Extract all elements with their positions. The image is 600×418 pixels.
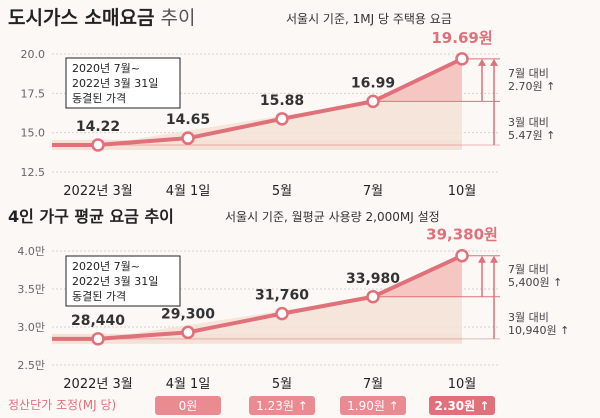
settlement-label: 정산단가 조정(MJ 당) bbox=[8, 398, 116, 412]
data-label: 19.69원 bbox=[431, 29, 492, 47]
data-point bbox=[181, 325, 195, 340]
note-line: 2020년 7월~ bbox=[72, 260, 140, 273]
data-point bbox=[181, 131, 195, 145]
x-tick-label: 4월 1일 bbox=[166, 377, 211, 392]
chart-subtitle: 서울시 기준, 월평균 사용량 2,000MJ 설정 bbox=[225, 210, 440, 224]
data-point bbox=[455, 248, 469, 263]
y-tick-label: 4.0만 bbox=[17, 245, 45, 258]
y-tick-label: 12.5 bbox=[21, 166, 46, 179]
data-point bbox=[275, 306, 289, 321]
y-tick-label: 15.0 bbox=[21, 127, 46, 140]
increase-area-from-march bbox=[98, 255, 462, 339]
chart-title: 4인 가구 평균 요금 추이 bbox=[8, 207, 174, 226]
note-line: 2022년 3월 31일 bbox=[72, 76, 158, 90]
y-tick-label: 2.5만 bbox=[17, 359, 45, 372]
data-label: 31,760 bbox=[255, 288, 309, 304]
annotation-march: 3월 대비 bbox=[508, 311, 549, 324]
x-tick-label: 2022년 3월 bbox=[63, 377, 132, 392]
settlement-badge bbox=[249, 396, 315, 415]
data-label: 29,300 bbox=[161, 306, 215, 322]
data-point bbox=[91, 332, 105, 346]
settlement-badge-label: 0원 bbox=[179, 399, 198, 413]
data-label: 14.65 bbox=[166, 112, 210, 128]
x-tick-label: 5월 bbox=[272, 184, 292, 199]
arrow-from-july-head bbox=[478, 255, 486, 263]
arrow-from-march-head bbox=[490, 255, 498, 263]
x-tick-label: 10월 bbox=[448, 377, 477, 392]
settlement-badge bbox=[155, 396, 221, 415]
data-label: 33,980 bbox=[346, 271, 400, 287]
increase-area-from-march bbox=[98, 58, 462, 145]
series-line bbox=[52, 57, 463, 147]
note-line: 2022년 3월 31일 bbox=[72, 274, 158, 288]
data-point bbox=[366, 94, 380, 109]
x-tick-label: 4월 1일 bbox=[166, 184, 211, 199]
chart-retail-rate: 도시가스 소매요금 추이 서울시 기준, 1MJ 당 주택용 요금 12.5 15.0… bbox=[8, 7, 555, 199]
annotation-march: 3월 대비 bbox=[508, 116, 549, 129]
annotation-march: 10,940원 ↑ bbox=[508, 324, 569, 337]
settlement-badge bbox=[429, 396, 495, 415]
annotation-march: 5.47원 ↑ bbox=[508, 129, 555, 142]
chart-household-bill: 4인 가구 평균 요금 추이 서울시 기준, 월평균 사용량 2,000MJ 설정… bbox=[8, 207, 569, 392]
settlement-badge-label: 1.90원 ↑ bbox=[347, 399, 399, 413]
data-point bbox=[275, 112, 289, 126]
annotation-july: 5,400원 ↑ bbox=[508, 276, 562, 289]
x-tick-label: 5월 bbox=[272, 377, 292, 392]
annotation-july: 7월 대비 bbox=[508, 263, 549, 276]
y-tick-label: 3.5만 bbox=[17, 283, 45, 296]
note-line: 2020년 7월~ bbox=[72, 62, 140, 75]
settlement-row: 정산단가 조정(MJ 당) 0원 1.23원 ↑ 1.90원 ↑ 2.30원 ↑ bbox=[8, 396, 495, 415]
arrow-from-march-head bbox=[490, 58, 498, 66]
annotation-july: 7월 대비 bbox=[508, 67, 549, 80]
data-label: 28,440 bbox=[71, 313, 125, 329]
note-box bbox=[65, 255, 181, 307]
settlement-badge bbox=[340, 396, 406, 415]
note-line: 동결된 가격 bbox=[72, 92, 126, 105]
data-label: 16.99 bbox=[351, 75, 395, 91]
settlement-badge-label: 1.23원 ↑ bbox=[256, 399, 308, 413]
y-tick-label: 3.0만 bbox=[17, 321, 45, 334]
x-tick-label: 7월 bbox=[363, 184, 383, 199]
x-tick-label: 7월 bbox=[363, 377, 383, 392]
x-tick-label: 2022년 3월 bbox=[63, 184, 132, 199]
data-label: 39,380원 bbox=[426, 226, 498, 244]
x-tick-label: 10월 bbox=[448, 184, 477, 199]
data-label: 14.22 bbox=[76, 119, 120, 135]
series-line bbox=[52, 253, 463, 341]
note-box bbox=[65, 57, 181, 109]
data-point bbox=[366, 290, 380, 304]
settlement-badge-label: 2.30원 ↑ bbox=[435, 399, 490, 413]
data-point bbox=[455, 52, 469, 66]
annotation-july: 2.70원 ↑ bbox=[508, 80, 555, 93]
y-tick-label: 20.0 bbox=[21, 48, 46, 61]
data-label: 15.88 bbox=[260, 93, 304, 109]
y-tick-label: 17.5 bbox=[21, 87, 46, 100]
chart-title-suffix: 추이 bbox=[154, 7, 195, 29]
arrow-from-july-head bbox=[478, 58, 486, 66]
data-point bbox=[91, 138, 105, 152]
note-line: 동결된 가격 bbox=[72, 290, 126, 303]
chart-subtitle: 서울시 기준, 1MJ 당 주택용 요금 bbox=[286, 12, 452, 26]
chart-title: 도시가스 소매요금 추이 bbox=[8, 7, 195, 29]
